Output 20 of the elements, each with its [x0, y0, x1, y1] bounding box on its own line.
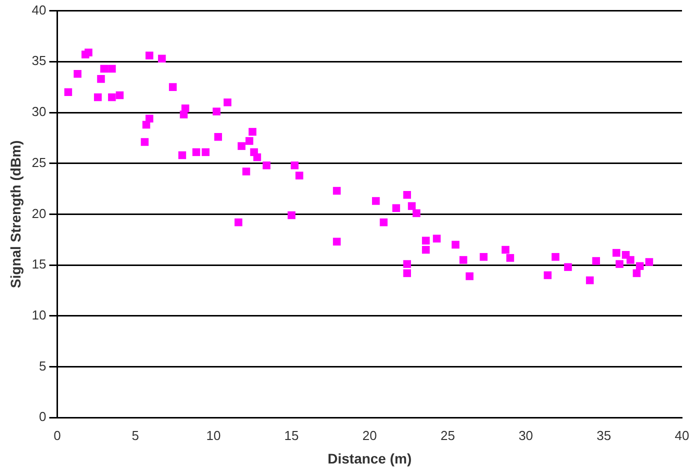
x-tick-label: 30 — [518, 428, 534, 443]
y-tick-label: 20 — [32, 206, 46, 221]
y-tick-label: 35 — [32, 53, 46, 68]
x-tick-label: 5 — [132, 428, 139, 443]
y-tick-label: 25 — [32, 154, 46, 170]
x-tick-label: 25 — [440, 428, 455, 443]
y-tick-label: 0 — [39, 409, 46, 424]
x-tick-label: 40 — [674, 428, 690, 443]
x-axis-title: Distance (m) — [328, 450, 412, 466]
y-tick-label: 40 — [32, 2, 46, 18]
x-tick-label: 0 — [54, 428, 61, 443]
x-tick-label: 15 — [284, 428, 299, 443]
y-axis-title: Signal Strength (dBm) — [7, 140, 24, 288]
x-tick-label: 20 — [362, 428, 377, 443]
y-tick-label: 10 — [32, 307, 46, 322]
y-tick-label: 15 — [32, 256, 46, 272]
y-tick-label: 30 — [32, 104, 46, 120]
x-tick-label: 10 — [206, 428, 221, 443]
y-tick-label: 5 — [39, 358, 46, 374]
x-tick-label: 35 — [596, 428, 612, 443]
